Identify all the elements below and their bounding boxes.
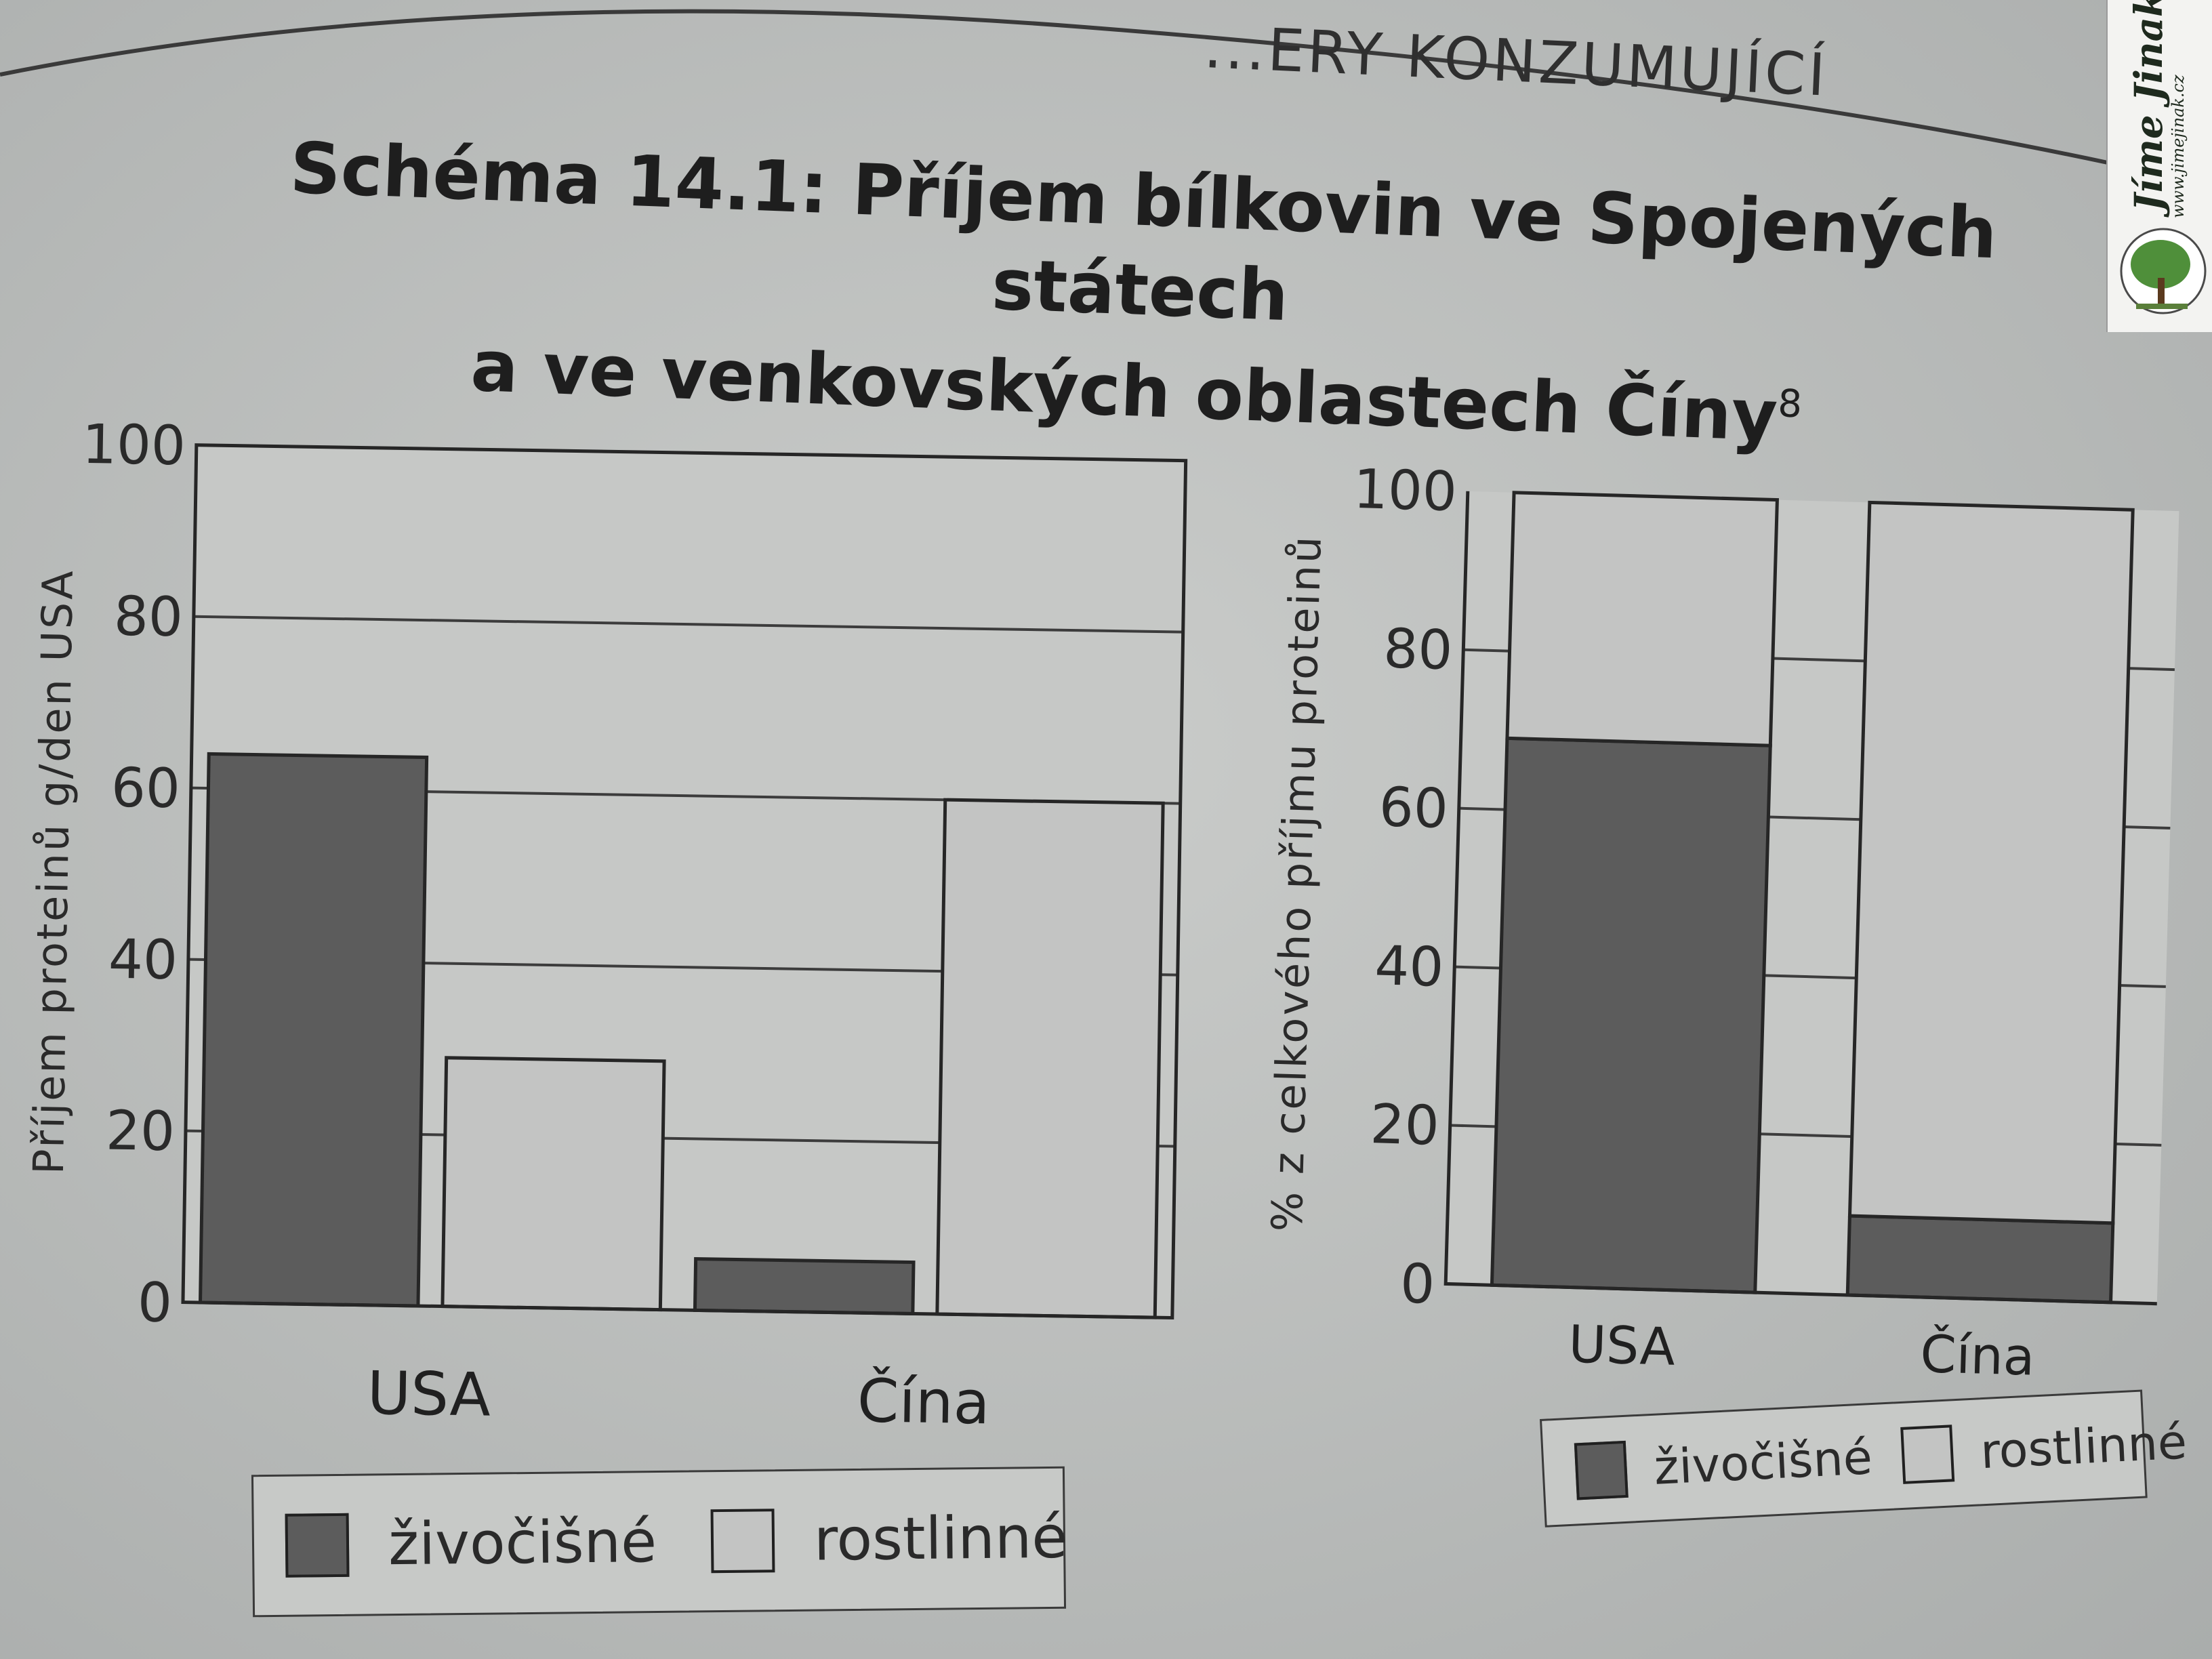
plot-axes — [1443, 491, 2157, 1306]
legend-label-animal: živočišné — [1652, 1429, 1874, 1496]
legend-item-animal: živočišné — [1574, 1429, 1874, 1500]
bar-animal-china — [1845, 1214, 2115, 1305]
y-tick-label: 40 — [1374, 934, 1444, 999]
left-plot-area: 0 20 40 60 80 100 USA Čína Příjem proteinů g/den… — [24, 413, 1188, 1437]
y-tick-label: 100 — [1353, 457, 1458, 523]
legend-item-animal: živočišné — [285, 1508, 657, 1580]
right-plot-area: 0 20 40 60 80 100 USA Čína % z celkového příjmu … — [1262, 457, 2179, 1387]
y-tick-label: 20 — [105, 1099, 175, 1164]
legend-swatch-animal — [285, 1513, 350, 1578]
gridline — [193, 615, 1183, 634]
y-tick-label: 80 — [1382, 617, 1453, 682]
y-tick-label: 100 — [81, 413, 186, 477]
bar-animal-usa — [1490, 736, 1772, 1294]
x-category-label: USA — [1568, 1314, 1676, 1377]
legend-item-plant: rostlinné — [710, 1503, 1068, 1576]
x-category-label: USA — [367, 1358, 491, 1430]
y-tick-label: 40 — [108, 928, 178, 992]
legend-item-plant: rostlinné — [1900, 1413, 2188, 1484]
page-curve-line — [0, 9, 2108, 165]
bar-plant-usa — [1505, 491, 1779, 747]
y-tick-label: 0 — [1399, 1252, 1435, 1315]
legend-left: živočišné rostlinné — [251, 1466, 1068, 1618]
legend-swatch-plant — [1900, 1425, 1955, 1484]
legend-label-plant: rostlinné — [1979, 1414, 2188, 1480]
y-tick-label: 60 — [1378, 775, 1449, 840]
y-tick-label: 60 — [110, 756, 180, 821]
legend-swatch-animal — [1574, 1440, 1629, 1500]
y-axis-label: Příjem proteinů g/den USA — [24, 568, 83, 1174]
bar-plant-china — [1847, 500, 2135, 1225]
x-category-label: Čína — [1919, 1323, 2035, 1387]
legend-label-plant: rostlinné — [813, 1503, 1068, 1574]
y-tick-label: 0 — [137, 1271, 172, 1334]
x-category-label: Čína — [857, 1366, 990, 1437]
y-tick-label: 20 — [1370, 1092, 1440, 1158]
y-axis-label: % z celkového příjmu proteinů — [1262, 534, 1331, 1233]
plot-frame — [181, 443, 1188, 1320]
legend-swatch-plant — [710, 1509, 775, 1574]
y-tick-label: 80 — [113, 585, 183, 649]
plot-background — [182, 445, 1186, 1318]
legend-label-animal: živočišné — [388, 1508, 657, 1579]
tree-logo-icon — [2120, 228, 2207, 314]
